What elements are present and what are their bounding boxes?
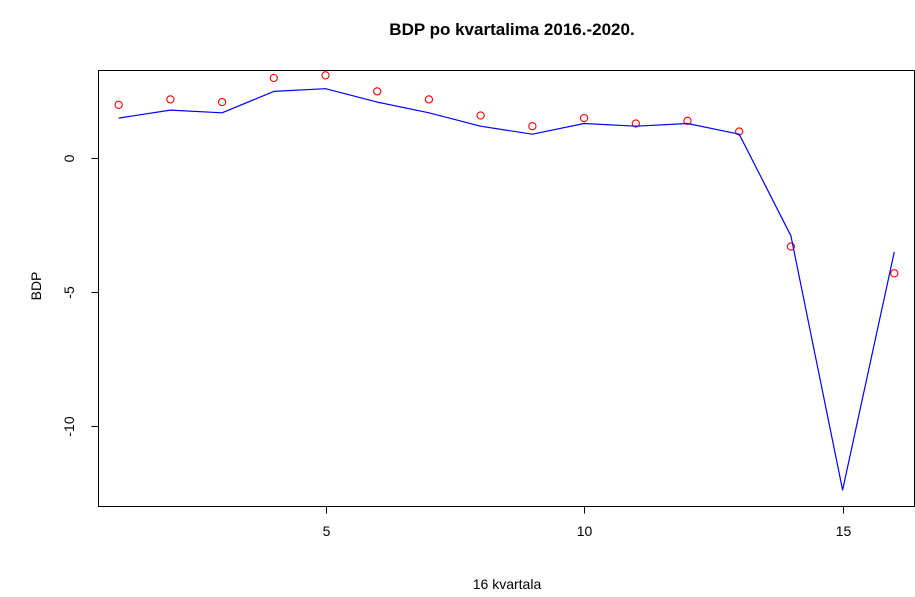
data-point <box>890 269 899 278</box>
plot-area <box>98 70 915 507</box>
data-point <box>373 87 382 96</box>
data-point <box>528 122 537 131</box>
x-axis-label: 16 kvartala <box>473 576 542 592</box>
data-point <box>683 116 692 125</box>
x-tick-label: 15 <box>836 523 852 539</box>
series-line <box>118 88 895 491</box>
y-axis: -10 -5 0 <box>61 154 99 437</box>
data-point <box>217 97 227 107</box>
y-tick-label: 0 <box>61 154 77 162</box>
y-axis-label: BDP <box>28 272 44 301</box>
data-point <box>269 73 278 83</box>
chart-title: BDP po kvartalima 2016.-2020. <box>389 20 634 39</box>
x-tick-label: 5 <box>323 523 331 539</box>
data-point <box>631 119 640 128</box>
x-tick-label: 10 <box>577 523 593 539</box>
data-point <box>321 71 330 80</box>
data-point <box>579 113 589 123</box>
data-point <box>424 95 434 104</box>
y-tick-label: -10 <box>61 416 77 436</box>
x-axis: 5 10 15 <box>323 506 852 539</box>
y-tick-label: -5 <box>61 286 77 299</box>
data-point <box>476 111 485 120</box>
series-layer <box>114 71 899 491</box>
data-point <box>786 242 796 251</box>
data-point <box>166 95 175 104</box>
data-point <box>114 100 123 109</box>
